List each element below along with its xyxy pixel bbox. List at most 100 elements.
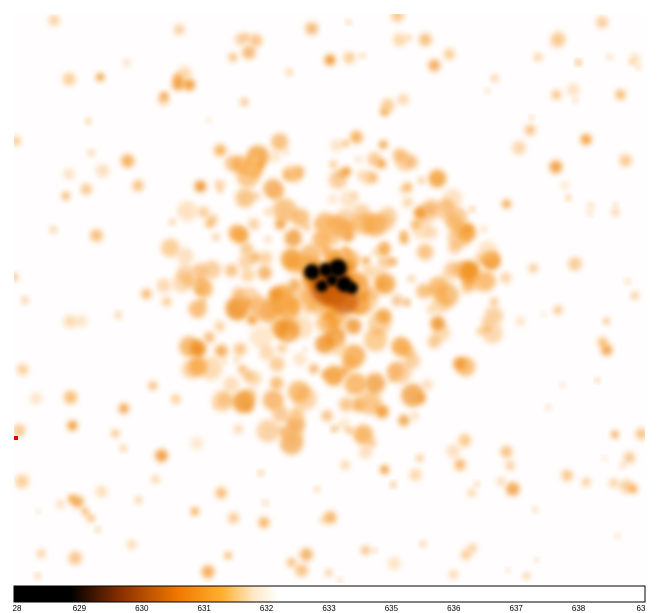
emission-blob — [206, 118, 211, 123]
colorbar-label: 637 — [510, 604, 524, 613]
emission-blob — [501, 446, 513, 458]
emission-blob — [214, 144, 226, 156]
emission-blob — [629, 60, 634, 65]
emission-blob — [295, 172, 300, 177]
emission-blob — [629, 484, 638, 493]
emission-blob — [72, 496, 84, 508]
emission-blob — [306, 22, 319, 35]
emission-blob — [478, 241, 497, 260]
emission-blob — [392, 295, 404, 307]
emission-blob — [552, 31, 566, 45]
emission-blob — [161, 92, 168, 99]
emission-blob — [596, 16, 608, 28]
emission-blob — [228, 513, 239, 524]
emission-blob — [315, 335, 334, 354]
emission-blob — [222, 182, 227, 187]
emission-blob — [248, 218, 260, 230]
emission-blob — [561, 383, 566, 388]
emission-blob — [485, 89, 490, 94]
emission-blob — [360, 53, 365, 58]
emission-blob — [177, 248, 194, 265]
core — [346, 282, 358, 294]
emission-blob — [208, 214, 219, 225]
emission-blob — [352, 213, 374, 235]
emission-blob — [525, 125, 536, 136]
emission-blob — [225, 155, 241, 171]
emission-blob — [406, 156, 419, 169]
emission-blob — [161, 239, 180, 258]
emission-blob — [284, 332, 294, 342]
emission-blob — [309, 364, 319, 374]
emission-blob — [375, 405, 388, 418]
emission-blob — [258, 471, 263, 476]
emission-blob — [275, 306, 285, 316]
emission-blob — [148, 381, 157, 390]
emission-blob — [561, 470, 573, 482]
emission-blob — [127, 540, 136, 549]
emission-blob — [576, 60, 581, 65]
emission-blob — [391, 9, 404, 22]
emission-blob — [359, 170, 373, 184]
emission-blob — [249, 297, 271, 319]
emission-blob — [512, 141, 526, 155]
emission-blob — [64, 315, 77, 328]
emission-blob — [418, 177, 425, 184]
emission-blob — [218, 188, 223, 193]
emission-blob — [444, 49, 455, 60]
colorbar-label: 635 — [385, 604, 399, 613]
emission-blob — [10, 273, 18, 281]
emission-blob — [269, 150, 282, 163]
emission-blob — [212, 233, 220, 241]
emission-blob — [607, 54, 613, 60]
emission-blob — [330, 139, 343, 152]
emission-blob — [614, 203, 618, 207]
emission-blob — [120, 445, 127, 452]
emission-blob — [340, 460, 350, 470]
emission-blob — [505, 461, 515, 471]
emission-blob — [464, 225, 473, 234]
emission-blob — [631, 292, 639, 300]
colorbar-label: 63 — [637, 604, 646, 613]
emission-blob — [183, 79, 195, 91]
image-viewer: 2862963063163263363563663763863 — [0, 0, 669, 613]
emission-blob — [417, 244, 433, 260]
emission-blob — [67, 421, 77, 431]
emission-blob — [162, 297, 172, 307]
colorbar — [14, 586, 645, 602]
emission-blob — [339, 325, 346, 332]
emission-blob — [37, 549, 46, 558]
emission-blob — [603, 318, 610, 325]
emission-blob — [391, 482, 396, 487]
emission-blob — [13, 424, 25, 436]
emission-blob — [286, 69, 293, 76]
emission-blob — [401, 384, 424, 407]
emission-blob — [352, 192, 358, 198]
emission-blob — [214, 321, 225, 332]
emission-blob — [347, 20, 351, 24]
emission-blob — [552, 90, 562, 100]
emission-blob — [491, 75, 499, 83]
emission-blob — [95, 527, 101, 533]
emission-blob — [388, 377, 393, 382]
emission-blob — [402, 197, 413, 208]
emission-blob — [224, 552, 231, 559]
emission-blob — [620, 154, 632, 166]
emission-blob — [388, 557, 401, 570]
emission-blob — [393, 338, 410, 355]
emission-blob — [259, 345, 274, 360]
emission-blob — [36, 509, 40, 513]
emission-blob — [233, 356, 240, 363]
emission-blob — [381, 99, 395, 113]
emission-blob — [402, 182, 412, 192]
emission-blob — [568, 257, 582, 271]
emission-blob — [321, 371, 328, 378]
emission-blob — [243, 388, 257, 402]
emission-blob — [321, 410, 332, 421]
emission-blob — [361, 294, 367, 300]
emission-blob — [368, 312, 391, 335]
emission-blob — [49, 15, 60, 26]
emission-blob — [411, 219, 421, 229]
emission-blob — [406, 35, 412, 41]
emission-blob — [198, 206, 210, 218]
